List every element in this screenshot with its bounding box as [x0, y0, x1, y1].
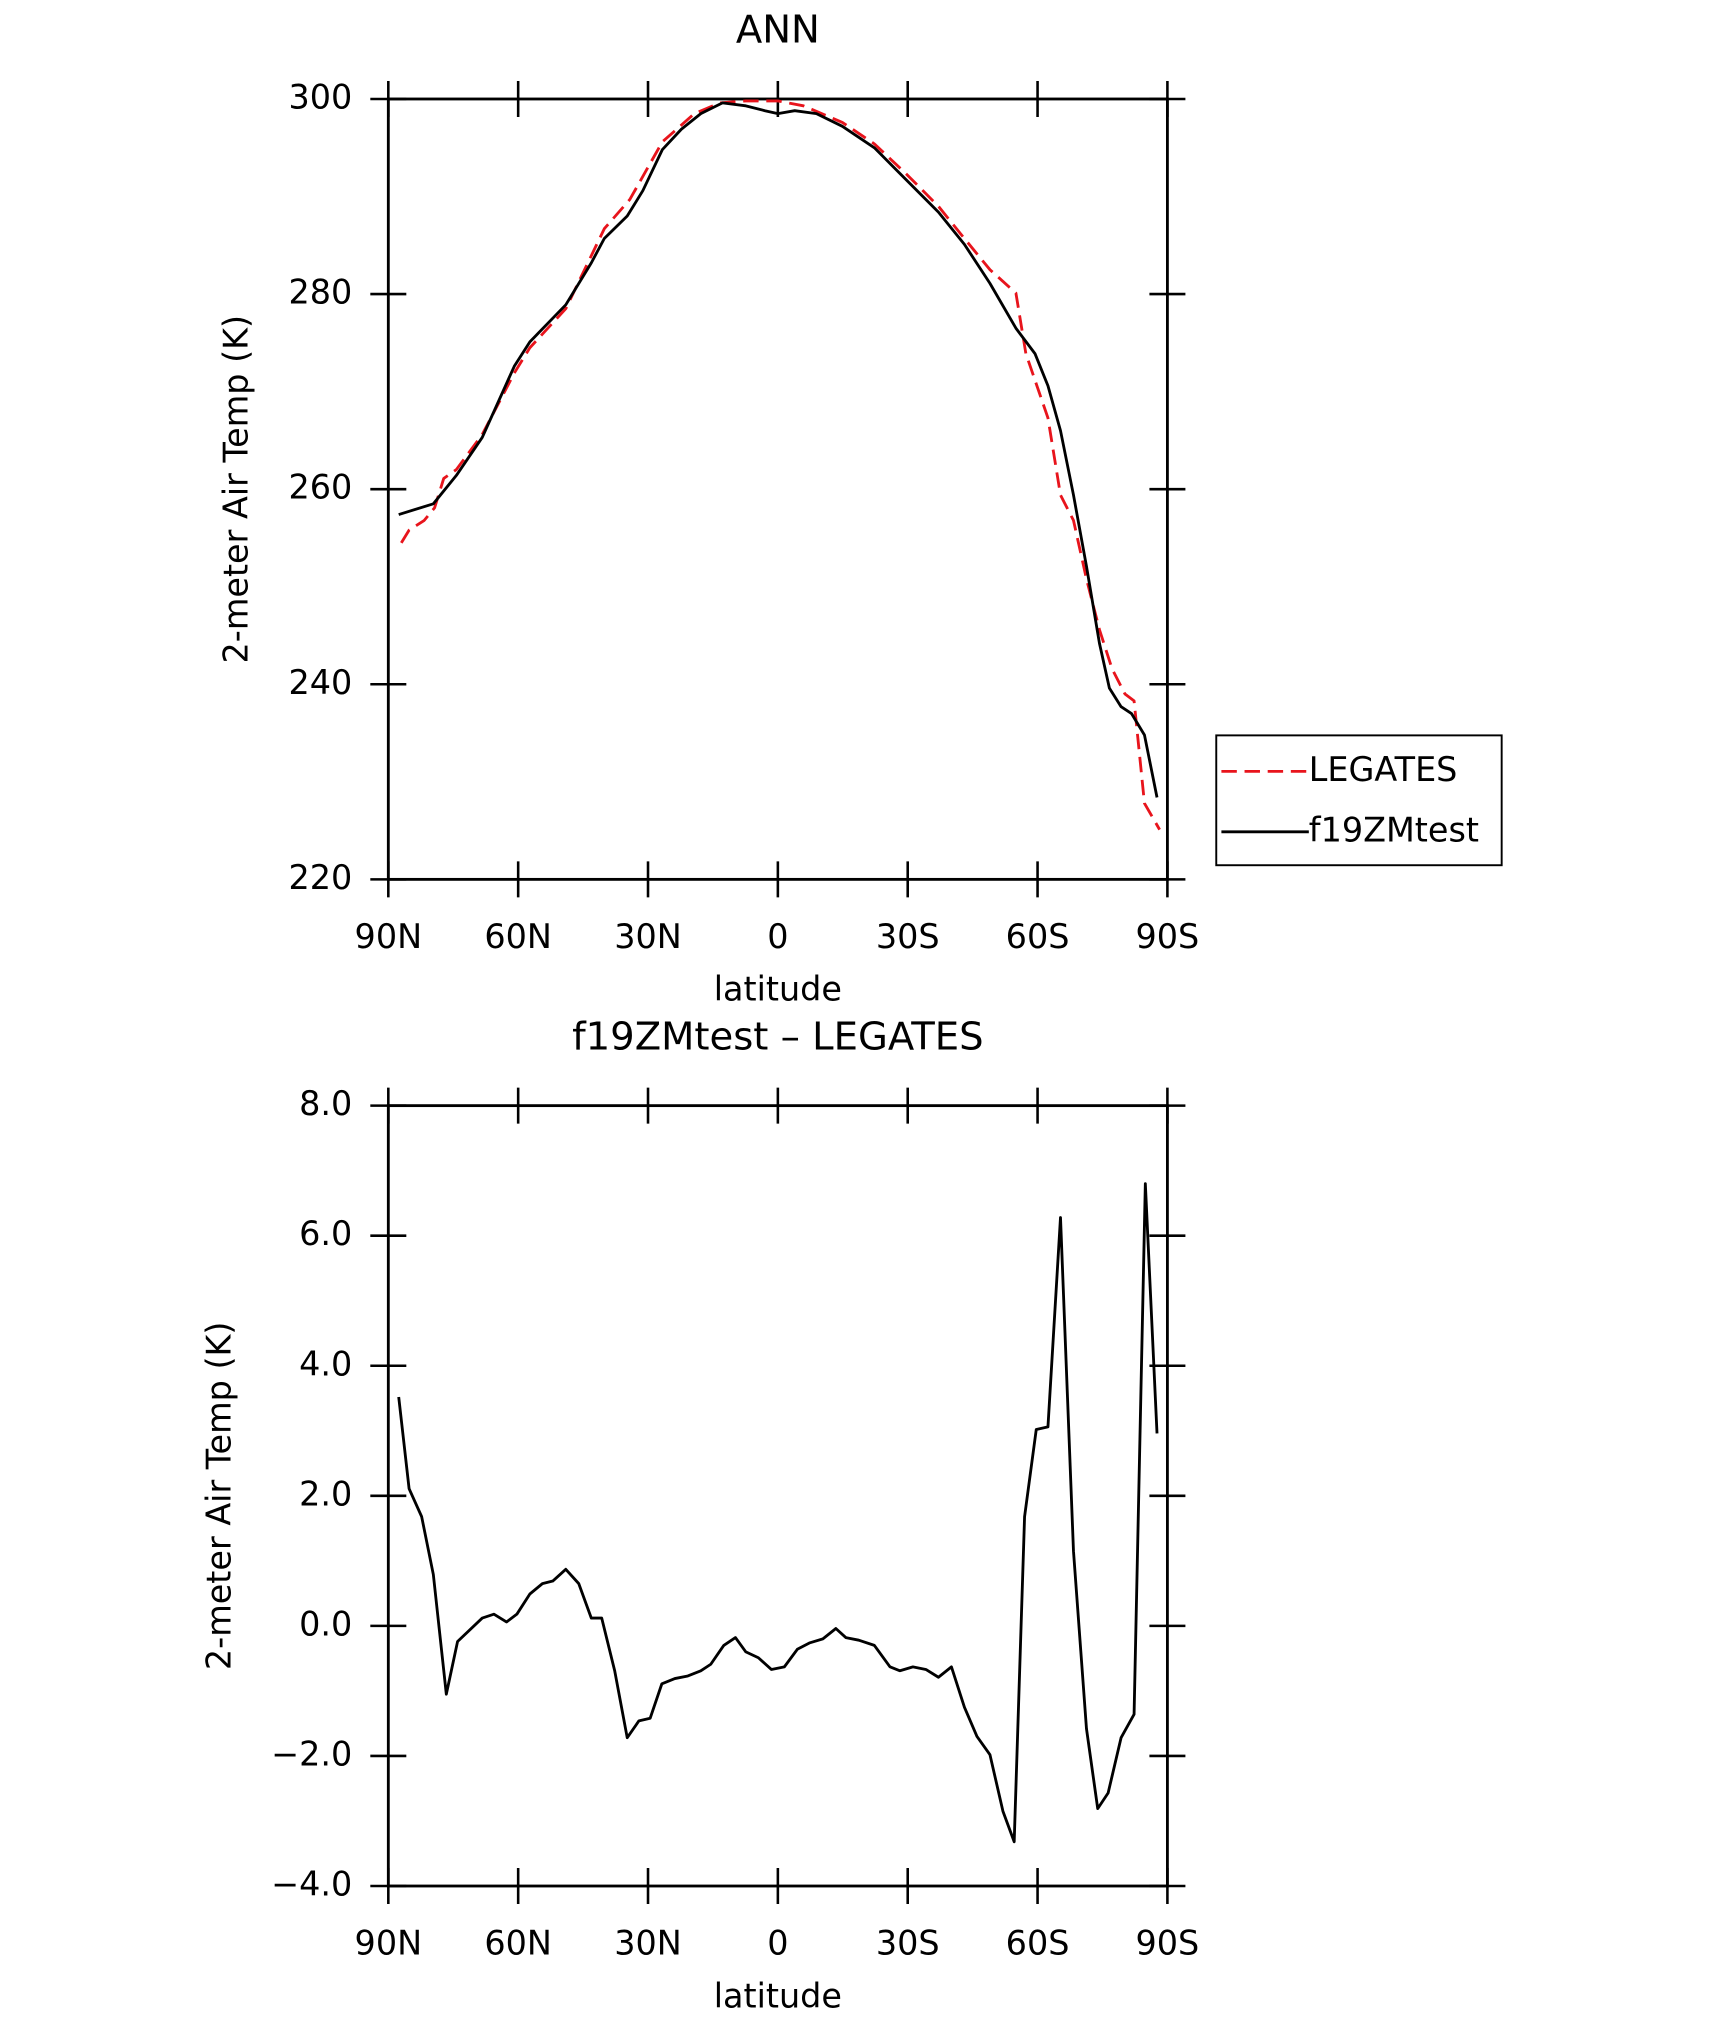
x-tick-label: 30S — [876, 1924, 940, 1963]
y-tick-label: 280 — [289, 273, 353, 312]
y-tick-label: 240 — [289, 663, 353, 702]
x-tick-label: 60S — [1006, 1924, 1070, 1963]
x-tick-label: 0 — [767, 1924, 788, 1963]
chart-title: f19ZMtest – LEGATES — [572, 1014, 984, 1059]
x-tick-label: 30N — [614, 917, 682, 956]
legend-label: f19ZMtest — [1309, 810, 1479, 849]
y-tick-label: 2.0 — [299, 1474, 352, 1513]
plot-frame — [386, 97, 1169, 881]
x-tick-label: 30S — [876, 917, 940, 956]
x-tick-label: 0 — [767, 917, 788, 956]
y-tick-label: 300 — [289, 77, 353, 116]
chart-title: ANN — [736, 8, 820, 53]
x-axis-label: latitude — [714, 970, 842, 1009]
y-tick-label: 260 — [289, 468, 353, 507]
y-tick-label: 220 — [289, 858, 353, 897]
legend-label: LEGATES — [1309, 750, 1458, 789]
x-axis-label: latitude — [714, 1976, 842, 2015]
y-tick-label: 4.0 — [299, 1344, 352, 1383]
x-tick-label: 90S — [1136, 917, 1200, 956]
plot-frame — [386, 1104, 1169, 1888]
x-tick-label: 90S — [1136, 1924, 1200, 1963]
data-line — [397, 1182, 1159, 1844]
y-tick-label: 8.0 — [299, 1084, 352, 1123]
y-tick-label: 0.0 — [299, 1604, 352, 1643]
x-tick-label: 60S — [1006, 917, 1070, 956]
y-tick-label: −4.0 — [271, 1865, 352, 1904]
x-tick-label: 60N — [484, 1924, 552, 1963]
x-tick-label: 90N — [355, 917, 423, 956]
x-tick-label: 30N — [614, 1924, 682, 1963]
y-tick-label: 6.0 — [299, 1214, 352, 1253]
data-line — [400, 99, 1161, 831]
y-axis-label: 2-meter Air Temp (K) — [200, 1322, 239, 1671]
y-tick-label: −2.0 — [271, 1734, 352, 1773]
data-line — [398, 101, 1159, 798]
legend-box — [1215, 734, 1503, 867]
x-tick-label: 60N — [484, 917, 552, 956]
y-axis-label: 2-meter Air Temp (K) — [216, 315, 255, 664]
x-tick-label: 90N — [355, 1924, 423, 1963]
